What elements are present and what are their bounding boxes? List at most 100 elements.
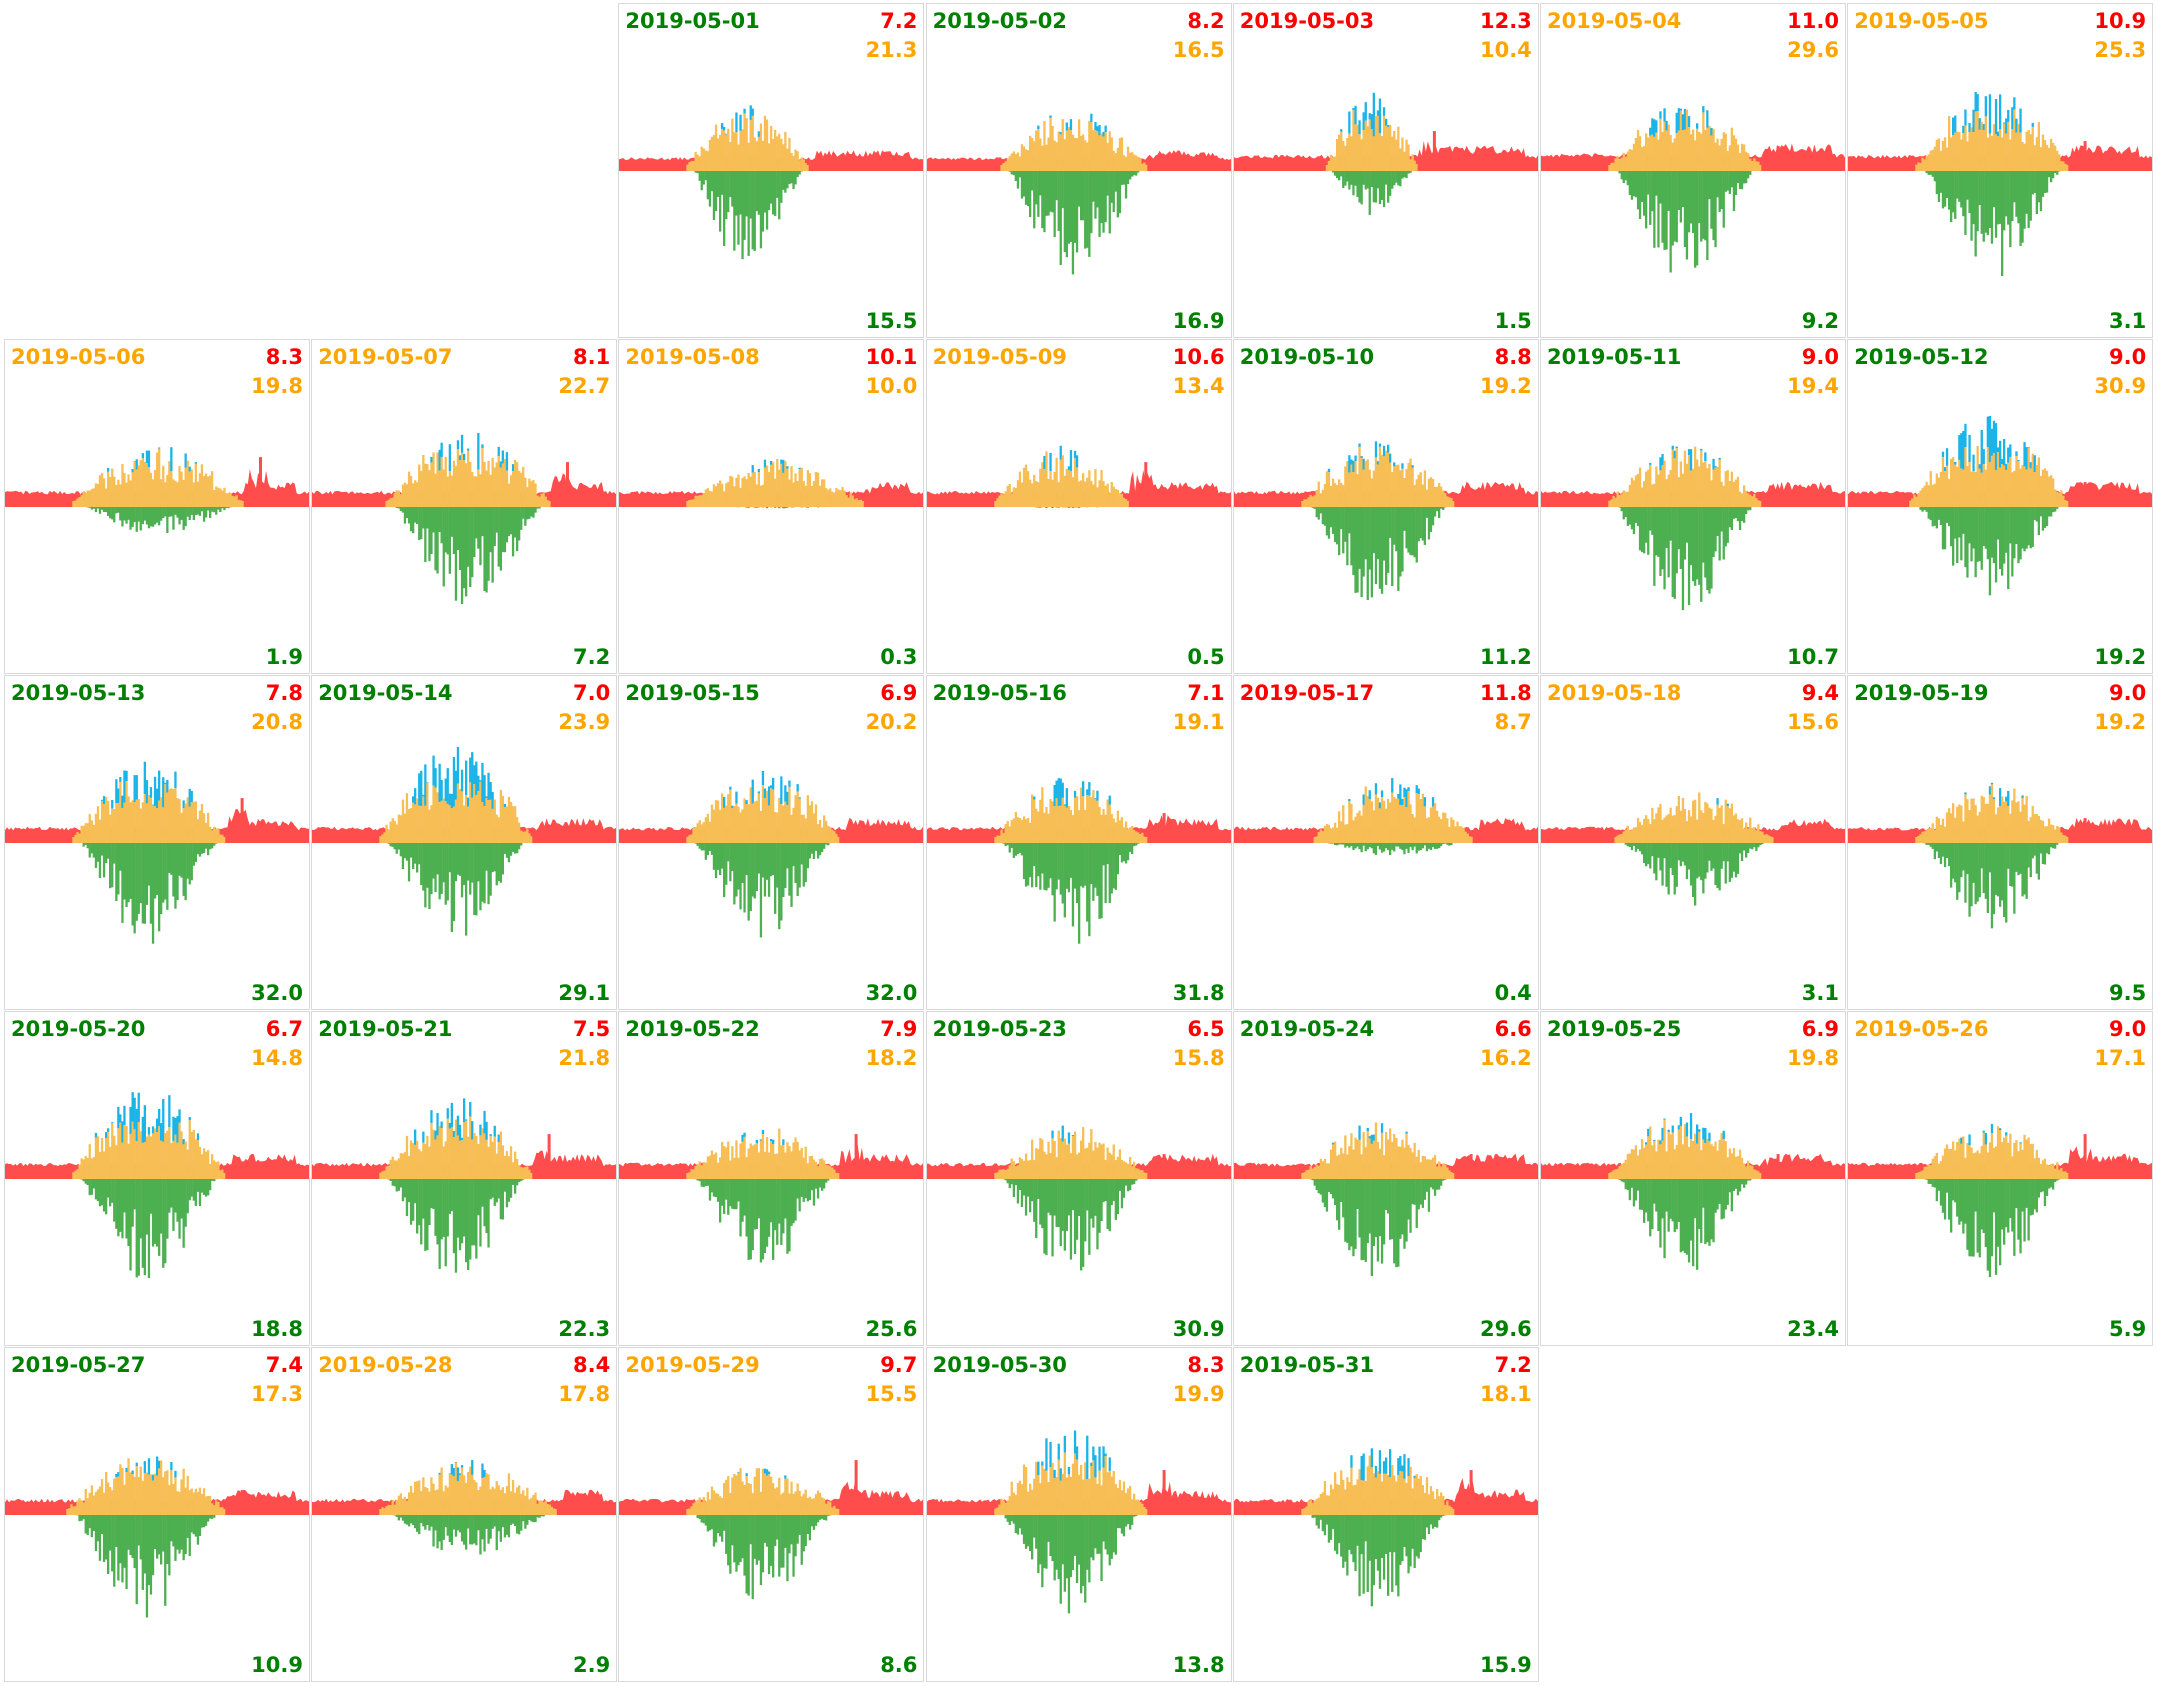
solar-production-bar — [784, 1475, 787, 1479]
grid-export-bar — [1683, 842, 1687, 866]
self-consumption-bar — [1368, 469, 1371, 502]
self-consumption-bar — [1447, 826, 1451, 838]
self-consumption-bar — [804, 1146, 808, 1174]
grid-export-bar — [819, 1514, 822, 1520]
self-consumption-bar — [705, 1162, 708, 1174]
grid-export-bar — [204, 1514, 208, 1526]
grid-export-bar — [1016, 842, 1019, 855]
self-consumption-bar — [109, 476, 112, 502]
solar-production-bar — [2007, 790, 2010, 806]
grid-export-bar — [770, 1514, 773, 1566]
self-consumption-bar — [1057, 806, 1060, 838]
self-consumption-value: 15.5 — [865, 1382, 918, 1406]
self-consumption-bar — [391, 818, 395, 838]
grid-export-bar — [1649, 1178, 1652, 1237]
self-consumption-bar — [207, 1496, 210, 1510]
self-consumption-bar — [723, 130, 726, 166]
grid-export-bar — [192, 1514, 195, 1535]
self-consumption-bar — [2031, 1143, 2035, 1174]
solar-production-bar — [772, 777, 775, 790]
self-consumption-bar — [1331, 478, 1334, 502]
solar-production-bar — [1057, 778, 1060, 807]
self-consumption-bar — [84, 492, 87, 502]
grid-export-bar — [426, 1514, 429, 1525]
self-consumption-bar — [518, 822, 521, 838]
self-consumption-bar — [778, 469, 781, 502]
grid-import-spike — [2083, 818, 2087, 838]
self-consumption-bar — [2052, 825, 2055, 838]
grid-export-bar — [1948, 842, 1951, 867]
self-consumption-bar — [798, 1150, 802, 1174]
self-consumption-bar — [1128, 152, 1131, 166]
self-consumption-bar — [762, 141, 765, 166]
solar-production-bar — [1968, 1134, 1971, 1145]
grid-export-bar — [1935, 842, 1939, 852]
solar-production-bar — [1089, 113, 1093, 122]
grid-export-bar — [782, 1178, 785, 1234]
grid-export-bar — [202, 1178, 206, 1195]
self-consumption-bar — [1038, 468, 1042, 502]
self-consumption-bar — [1368, 799, 1371, 838]
grid-export-bar — [2021, 506, 2024, 549]
self-consumption-bar — [405, 1135, 409, 1174]
grid-export-bar — [1641, 170, 1644, 202]
solar-production-bar — [145, 780, 149, 804]
grid-export-bar — [1085, 842, 1088, 922]
self-consumption-bar — [98, 475, 102, 502]
self-consumption-bar — [1374, 457, 1377, 502]
self-consumption-bar — [403, 1152, 407, 1174]
solar-production-bar — [1036, 125, 1040, 130]
self-consumption-bar — [1132, 830, 1135, 838]
self-consumption-bar — [1980, 121, 1984, 166]
grid-export-bar — [1396, 170, 1400, 186]
day-cell: 2019-05-31 7.2 18.1 15.9 — [1232, 1347, 1539, 1682]
solar-production-bar — [1401, 798, 1404, 806]
self-consumption-bar — [1937, 1163, 1941, 1174]
grid-export-bar — [1374, 1178, 1377, 1238]
grid-export-bar — [1030, 842, 1033, 888]
solar-production-bar — [1999, 788, 2002, 807]
grid-export-bar — [524, 506, 527, 526]
self-consumption-bar — [538, 496, 541, 502]
self-consumption-bar — [997, 1169, 1001, 1174]
grid-export-bar — [430, 1514, 433, 1527]
grid-export-bar — [412, 1178, 415, 1221]
self-consumption-bar — [1016, 1165, 1019, 1174]
grid-export-bar — [1352, 1514, 1355, 1563]
grid-export-bar — [1950, 506, 1953, 547]
self-consumption-bar — [489, 1136, 492, 1174]
grid-export-bar — [768, 1514, 771, 1575]
self-consumption-bar — [1380, 455, 1383, 502]
self-consumption-bar — [995, 835, 999, 838]
self-consumption-bar — [82, 1502, 85, 1510]
self-consumption-bar — [1665, 130, 1668, 166]
grid-export-bar — [530, 506, 533, 517]
grid-export-bar — [1057, 1514, 1060, 1580]
grid-export-bar — [1343, 170, 1347, 186]
self-consumption-bar — [2046, 1164, 2049, 1174]
solar-production-bar — [448, 444, 452, 472]
self-consumption-bar — [1140, 832, 1144, 838]
grid-export-bar — [405, 1178, 409, 1217]
grid-export-bar — [188, 1178, 191, 1201]
self-consumption-bar — [2017, 461, 2020, 502]
grid-export-bar — [2054, 170, 2057, 173]
self-consumption-bar — [80, 825, 83, 838]
grid-export-value: 3.1 — [1801, 981, 1839, 1005]
solar-production-bar — [151, 804, 155, 806]
self-consumption-bar — [1968, 1145, 1971, 1174]
self-consumption-bar — [1112, 150, 1115, 166]
grid-export-bar — [1091, 170, 1095, 202]
self-consumption-bar — [158, 800, 161, 838]
self-consumption-bar — [2060, 1168, 2063, 1174]
grid-export-bar — [190, 1514, 193, 1533]
grid-export-bar — [1055, 842, 1058, 890]
grid-export-bar — [2025, 506, 2028, 549]
day-energy-chart — [1541, 792, 1845, 906]
self-consumption-bar — [1447, 497, 1451, 502]
self-consumption-bar — [381, 1507, 384, 1510]
grid-export-bar — [1378, 506, 1381, 589]
grid-export-bar — [92, 1514, 95, 1531]
solar-production-bar — [438, 1472, 441, 1475]
grid-export-bar — [1063, 842, 1066, 918]
